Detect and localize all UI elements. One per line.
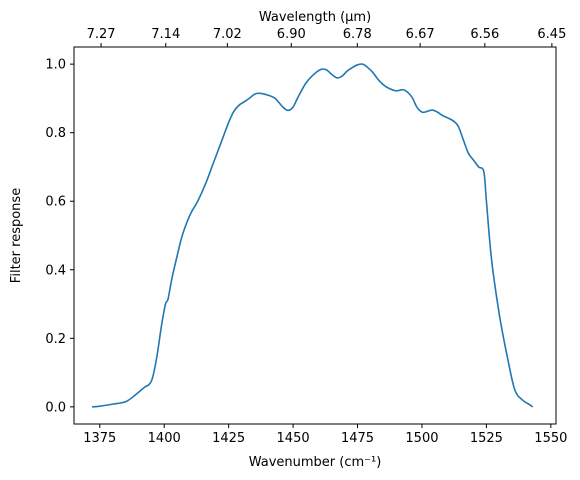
x-axis-label: Wavenumber (cm⁻¹) xyxy=(249,455,382,470)
top-tick-label: 6.78 xyxy=(343,27,372,42)
bottom-axis: 1375 1400 1425 1450 1475 1500 1525 1550 xyxy=(83,424,567,446)
y-tick-label: 0.8 xyxy=(45,126,66,141)
top-tick-label: 6.67 xyxy=(406,27,435,42)
series-line-0 xyxy=(91,63,534,408)
x-tick-label: 1525 xyxy=(470,431,503,446)
top-tick-label: 6.45 xyxy=(537,27,566,42)
y-axis-label: Filter response xyxy=(9,188,24,283)
y-tick-label: 0.6 xyxy=(45,195,66,210)
top-tick-label: 7.02 xyxy=(213,27,242,42)
x-tick-label: 1450 xyxy=(277,431,310,446)
top-axis-label: Wavelength (μm) xyxy=(259,10,371,25)
left-axis: 0.0 0.2 0.4 0.6 0.8 1.0 xyxy=(45,58,74,415)
top-tick-label: 6.90 xyxy=(277,27,306,42)
top-tick-label: 7.14 xyxy=(151,27,180,42)
x-tick-label: 1550 xyxy=(534,431,567,446)
top-axis: 7.27 7.14 7.02 6.90 6.78 6.67 6.56 6.45 xyxy=(87,27,566,47)
x-tick-label: 1500 xyxy=(405,431,438,446)
axes-frame xyxy=(73,46,557,425)
x-tick-label: 1475 xyxy=(341,431,374,446)
y-tick-label: 0.0 xyxy=(45,400,66,415)
top-tick-label: 6.56 xyxy=(470,27,499,42)
x-tick-label: 1375 xyxy=(83,431,116,446)
top-tick-label: 7.27 xyxy=(87,27,116,42)
y-tick-label: 1.0 xyxy=(45,58,66,73)
x-tick-label: 1400 xyxy=(148,431,181,446)
y-tick-label: 0.2 xyxy=(45,332,66,347)
series-group xyxy=(91,63,534,408)
x-tick-label: 1425 xyxy=(212,431,245,446)
y-tick-label: 0.4 xyxy=(45,263,66,278)
